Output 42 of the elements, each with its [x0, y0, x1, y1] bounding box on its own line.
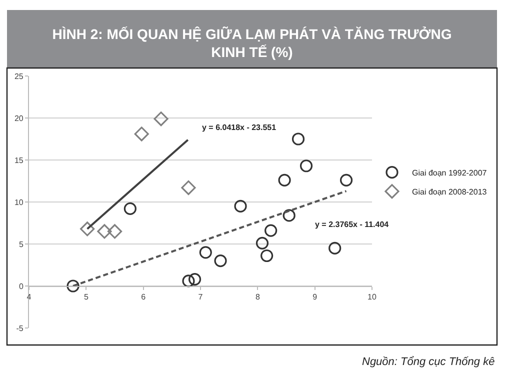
point — [107, 224, 122, 239]
y-tick-label: 25 — [14, 72, 24, 81]
x-tick-label: 4 — [26, 292, 32, 302]
y-tick-label: 0 — [18, 282, 24, 291]
annotation: y = 2.3765x - 11.404 — [315, 220, 390, 229]
point — [124, 202, 136, 216]
point — [134, 126, 149, 142]
annotation: y = 6.0418x - 23.551 — [202, 123, 277, 132]
x-tick-label: 8 — [255, 292, 260, 302]
point — [256, 236, 269, 250]
point — [278, 174, 291, 186]
x-tick-label: 5 — [84, 292, 89, 302]
y-tick-label: 10 — [14, 198, 24, 207]
point — [340, 174, 353, 186]
point — [188, 272, 202, 286]
point — [214, 254, 227, 268]
point — [199, 246, 212, 259]
text: Nguồn: Tổng cục Thống kê — [362, 356, 495, 368]
point — [300, 160, 313, 172]
point — [181, 180, 196, 196]
point — [264, 224, 278, 237]
point — [328, 242, 342, 254]
x-tick-label: 9 — [312, 292, 318, 302]
legend-label: Giai đoạn 2008-2013 — [412, 187, 488, 196]
y-tick-label: 5 — [18, 240, 24, 249]
point — [292, 132, 305, 146]
y-tick-label: -5 — [16, 324, 24, 333]
chart-title: HÌNH 2: MỐI QUAN HỆ GIỮA LẠM PHÁT VÀ TĂNG TRƯỞNG KINH TẾ (%) — [52, 26, 452, 60]
legend-label: Giai đoạn 1992-2007 — [412, 168, 488, 178]
x-tick-label: 10 — [368, 292, 377, 302]
point — [154, 112, 168, 126]
point — [260, 249, 274, 262]
point — [80, 222, 95, 236]
point — [282, 209, 296, 222]
point — [97, 224, 112, 239]
point — [234, 200, 247, 212]
y-tick-label: 20 — [14, 114, 24, 123]
x-tick-label: 7 — [198, 292, 204, 302]
y-tick-label: 15 — [14, 156, 24, 165]
point — [66, 280, 80, 292]
x-tick-label: 6 — [141, 292, 146, 302]
point — [182, 274, 195, 288]
